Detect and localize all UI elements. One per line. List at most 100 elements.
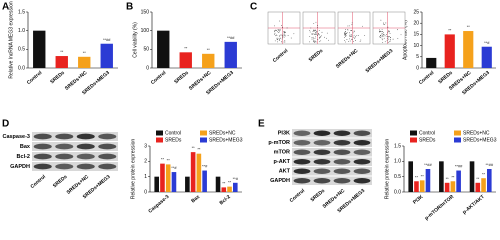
flow-dot (351, 39, 353, 40)
flow-dot (383, 32, 384, 34)
flow-dot (387, 32, 389, 34)
significance-label: ** (415, 174, 419, 179)
flow-dot (381, 33, 383, 35)
bar (33, 30, 46, 69)
blot-band (353, 149, 371, 155)
y-axis-label: Relative lncRNA MEG3 expression (8, 1, 14, 78)
flow-dot (346, 39, 348, 40)
flow-dot (277, 32, 279, 33)
bar (154, 176, 160, 192)
flow-dot (355, 40, 356, 41)
flow-dot (283, 36, 285, 38)
blot-strip (32, 132, 118, 141)
x-tick-label: SREDs (49, 70, 66, 85)
blot-strip (292, 176, 372, 185)
legend-label: SREDs+NC (209, 130, 236, 136)
flow-dot (353, 30, 355, 32)
flow-dot (310, 27, 312, 29)
blot-band (333, 149, 351, 155)
flow-dot (344, 36, 346, 37)
y-axis-label: Apoptotic rate (%) (402, 20, 408, 60)
flow-dot (344, 33, 346, 34)
flow-dot (348, 25, 350, 27)
blot-band (353, 178, 371, 184)
blot-strip (292, 138, 372, 147)
significance-label: ** (167, 157, 171, 162)
significance-label: ** (482, 171, 486, 176)
flow-dot (382, 35, 384, 37)
legend-label: SREDs+MEG3 (463, 137, 497, 143)
y-tick-label: 1.0 (18, 28, 25, 34)
y-tick-label: 20 (413, 21, 419, 27)
flow-dot (309, 36, 311, 37)
flow-dot (389, 33, 391, 34)
bar (190, 152, 196, 192)
significance-label: **# (171, 165, 177, 170)
flow-dot (318, 30, 320, 32)
flow-dot (321, 31, 323, 33)
blot-band (333, 159, 351, 165)
legend-swatch (200, 137, 207, 143)
flow-dot (312, 33, 314, 35)
flow-dot (382, 41, 384, 43)
flow-dot (344, 33, 345, 35)
flow-dot (351, 24, 353, 26)
blot-band (98, 133, 117, 140)
blot-strip (32, 162, 118, 171)
x-tick-label: SREDs (173, 70, 190, 85)
flow-dot (345, 33, 347, 35)
flow-dot (293, 33, 295, 35)
x-tick-label: SREDs+MEG3 (365, 48, 395, 74)
blot-band (76, 163, 95, 170)
flow-dot (360, 39, 362, 41)
blot-band (76, 153, 95, 160)
bar (224, 41, 237, 68)
y-tick-label: 2 (144, 159, 147, 165)
flow-dot (316, 32, 317, 34)
bar (196, 153, 202, 192)
bar (419, 180, 425, 192)
flow-dot (379, 30, 381, 32)
blot-band (33, 163, 52, 170)
blot-band (313, 130, 331, 136)
significance-label: **## (424, 162, 432, 167)
y-tick-label: 5 (416, 54, 419, 60)
flow-dot (279, 31, 280, 33)
flow-dot (345, 35, 347, 37)
significance-label: ** (197, 147, 201, 152)
legend-label: SREDs+NC (463, 130, 490, 136)
flow-dot (316, 31, 318, 33)
x-tick-label: SREDs (52, 174, 69, 189)
flow-dot (284, 40, 286, 42)
flow-dot (355, 36, 357, 38)
flow-dot (313, 30, 315, 31)
bar (179, 52, 192, 68)
flow-dot (344, 34, 346, 36)
flow-dot (316, 34, 318, 36)
y-tick-label: 1.5 (394, 143, 401, 149)
flow-dot (353, 34, 355, 36)
legend-swatch (156, 137, 163, 143)
flow-dot (328, 39, 330, 41)
flow-dot (283, 35, 285, 37)
flow-dot (314, 41, 316, 43)
flow-dot (400, 34, 402, 36)
significance-label: ** (60, 49, 64, 54)
flow-dot (290, 37, 292, 39)
legend-label: SREDs (419, 137, 436, 143)
flow-dot (281, 38, 283, 40)
x-tick-label: p-AKT/AKT (462, 194, 486, 216)
flow-dot (386, 34, 387, 36)
flow-dot (285, 35, 287, 37)
blot-band (333, 168, 351, 174)
bar (425, 169, 431, 192)
bar (157, 30, 170, 69)
flow-dot (284, 31, 286, 32)
flow-dot (282, 34, 284, 36)
flow-dot (314, 33, 316, 35)
blot-band (353, 130, 371, 136)
flow-dot (279, 20, 281, 22)
x-tick-label: p-mTOR/mTOR (424, 194, 456, 222)
flow-dot (349, 34, 351, 36)
legend-swatch (410, 137, 417, 143)
